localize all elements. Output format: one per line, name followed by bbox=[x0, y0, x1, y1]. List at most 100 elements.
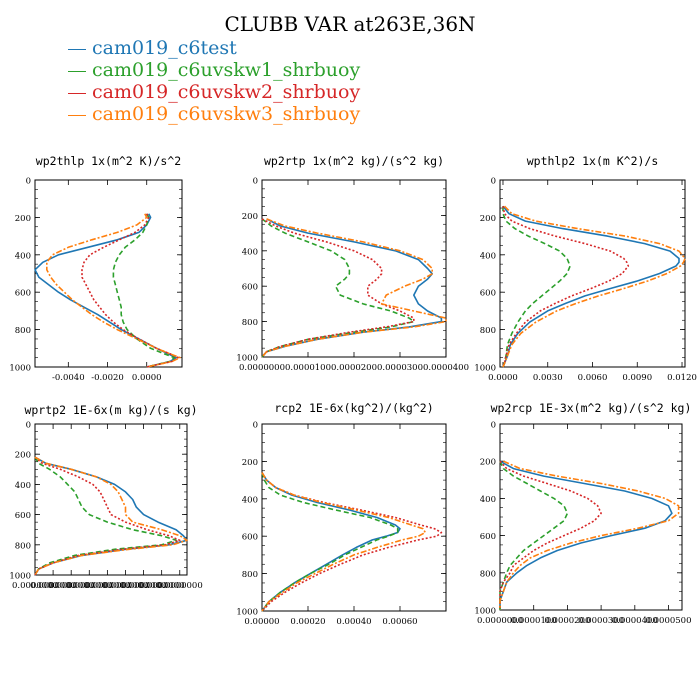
plot-frame bbox=[261, 423, 447, 612]
x-tick-label: 0.00020 bbox=[290, 617, 325, 627]
y-tick-label: 600 bbox=[480, 532, 496, 542]
y-tick-label: 600 bbox=[480, 289, 496, 299]
plot-frame bbox=[261, 179, 447, 358]
x-tick-label: 0.0000200 bbox=[331, 363, 377, 373]
y-tick-label: 400 bbox=[15, 251, 31, 261]
x-tick-label: 0.0000500 bbox=[646, 616, 692, 626]
x-tick-label: 0.0000400 bbox=[612, 616, 658, 626]
chart-title: wp2rcp 1E-3x(m^2 kg)/(s^2 kg) bbox=[491, 401, 692, 415]
y-tick-label: 600 bbox=[15, 289, 31, 299]
legend-swatch bbox=[68, 48, 86, 50]
x-tick-label: 0.0090 bbox=[622, 373, 652, 383]
x-tick-label: 0.0000000 bbox=[84, 581, 130, 591]
chart-title: wp2thlp 1x(m^2 K)/s^2 bbox=[36, 154, 181, 168]
series-line bbox=[261, 472, 399, 612]
series-line bbox=[502, 205, 680, 368]
x-tick-label: 0.0000300 bbox=[578, 616, 624, 626]
y-tick-label: 0 bbox=[491, 177, 496, 187]
series-line bbox=[34, 456, 188, 576]
x-tick-label: 0.0000 bbox=[488, 373, 518, 383]
y-tick-label: 400 bbox=[242, 495, 258, 505]
x-tick-label: 0.0000000 bbox=[12, 581, 58, 591]
y-tick-label: 600 bbox=[242, 283, 258, 293]
y-tick-label: 800 bbox=[242, 570, 258, 580]
series-line bbox=[112, 213, 175, 368]
x-tick-label: 0.0000000 bbox=[477, 616, 523, 626]
x-tick-label: 0.00000 bbox=[244, 617, 279, 627]
legend-label: cam019_c6test bbox=[92, 37, 237, 59]
y-tick-label: 1000 bbox=[9, 364, 31, 374]
y-tick-label: 400 bbox=[242, 247, 258, 257]
legend-label: cam019_c6uvskw3_shrbuoy bbox=[92, 103, 361, 125]
series-line bbox=[34, 456, 188, 576]
series-line bbox=[499, 460, 569, 610]
y-tick-label: 0 bbox=[253, 421, 258, 431]
x-tick-label: 0.0000400 bbox=[423, 363, 469, 373]
series-line bbox=[502, 205, 686, 368]
series-line bbox=[502, 206, 630, 368]
y-tick-label: 800 bbox=[15, 326, 31, 336]
x-tick-label: 0.0000300 bbox=[377, 363, 423, 373]
y-tick-label: 1000 bbox=[474, 364, 496, 374]
chart-panel: wprtp2 1E-6x(m kg)/(s kg) 0 200 400 600 800 10… bbox=[9, 403, 202, 591]
x-tick-label: 0.0000000 bbox=[102, 581, 148, 591]
chart-panel: wp2thlp 1x(m^2 K)/s^2 0 200 400 600 800 1000 -0… bbox=[9, 154, 183, 383]
y-tick-label: 600 bbox=[242, 533, 258, 543]
x-tick-label: 0.0000100 bbox=[285, 363, 331, 373]
x-tick-label: 0.0000000 bbox=[48, 581, 94, 591]
y-tick-label: 1000 bbox=[9, 572, 31, 582]
chart-panel: wp2rcp 1E-3x(m^2 kg)/(s^2 kg) 0 200 400 600 8… bbox=[474, 401, 691, 626]
series-line bbox=[261, 218, 447, 358]
x-tick-label: 0.0000000 bbox=[66, 581, 112, 591]
x-tick-label: -0.0040 bbox=[52, 373, 85, 383]
chart-title: wpthlp2 1x(m K^2)/s bbox=[527, 154, 659, 168]
series-line bbox=[34, 213, 177, 368]
legend-item: cam019_c6uvskw1_shrbuoy bbox=[68, 59, 360, 81]
y-tick-label: 1000 bbox=[236, 608, 258, 618]
y-tick-label: 800 bbox=[15, 541, 31, 551]
series-line bbox=[261, 218, 415, 358]
y-tick-label: 0 bbox=[491, 421, 496, 431]
chart-title: wp2rtp 1x(m^2 kg)/(s^2 kg) bbox=[264, 154, 444, 168]
legend-swatch bbox=[68, 70, 86, 72]
x-tick-label: 0.0000 bbox=[132, 373, 162, 383]
y-tick-label: 200 bbox=[242, 212, 258, 222]
legend-label: cam019_c6uvskw2_shrbuoy bbox=[92, 81, 361, 103]
legend-swatch bbox=[68, 92, 86, 94]
x-tick-label: 0.0000100 bbox=[511, 616, 557, 626]
series-line bbox=[499, 460, 602, 610]
y-tick-label: 800 bbox=[480, 569, 496, 579]
legend-label: cam019_c6uvskw1_shrbuoy bbox=[92, 59, 361, 81]
series-line bbox=[502, 206, 571, 368]
y-tick-label: 200 bbox=[480, 214, 496, 224]
y-tick-label: 400 bbox=[480, 251, 496, 261]
plot-frame bbox=[34, 179, 183, 368]
chart-title: rcp2 1E-6x(kg^2)/(kg^2) bbox=[274, 401, 433, 415]
x-tick-label: 0.0060 bbox=[578, 373, 608, 383]
x-tick-label: -0.0020 bbox=[91, 373, 124, 383]
series-line bbox=[261, 472, 401, 612]
y-tick-label: 1000 bbox=[236, 354, 258, 364]
page-title: CLUBB VAR at263E,36N bbox=[224, 12, 476, 36]
x-tick-label: 0.0000000 bbox=[157, 581, 203, 591]
y-tick-label: 200 bbox=[15, 451, 31, 461]
chart-panel: rcp2 1E-6x(kg^2)/(kg^2) 0 200 400 600 800 1000… bbox=[236, 401, 447, 627]
series-line bbox=[34, 456, 177, 576]
y-tick-label: 800 bbox=[480, 326, 496, 336]
series-line bbox=[34, 456, 181, 576]
plot-frame bbox=[499, 423, 683, 611]
chart-panel: wpthlp2 1x(m K^2)/s020040060080010000.00… bbox=[474, 154, 697, 383]
x-tick-label: 0.0030 bbox=[533, 373, 563, 383]
y-tick-label: 0 bbox=[253, 177, 258, 187]
y-tick-label: 400 bbox=[15, 481, 31, 491]
x-tick-label: 0.00060 bbox=[382, 617, 417, 627]
y-tick-label: 600 bbox=[15, 511, 31, 521]
series-line bbox=[261, 472, 427, 612]
chart-title: wprtp2 1E-6x(m kg)/(s kg) bbox=[24, 403, 197, 417]
y-tick-label: 200 bbox=[15, 214, 31, 224]
y-tick-label: 400 bbox=[480, 495, 496, 505]
y-tick-label: 200 bbox=[242, 458, 258, 468]
series-line bbox=[499, 460, 680, 610]
series-line bbox=[45, 213, 181, 368]
